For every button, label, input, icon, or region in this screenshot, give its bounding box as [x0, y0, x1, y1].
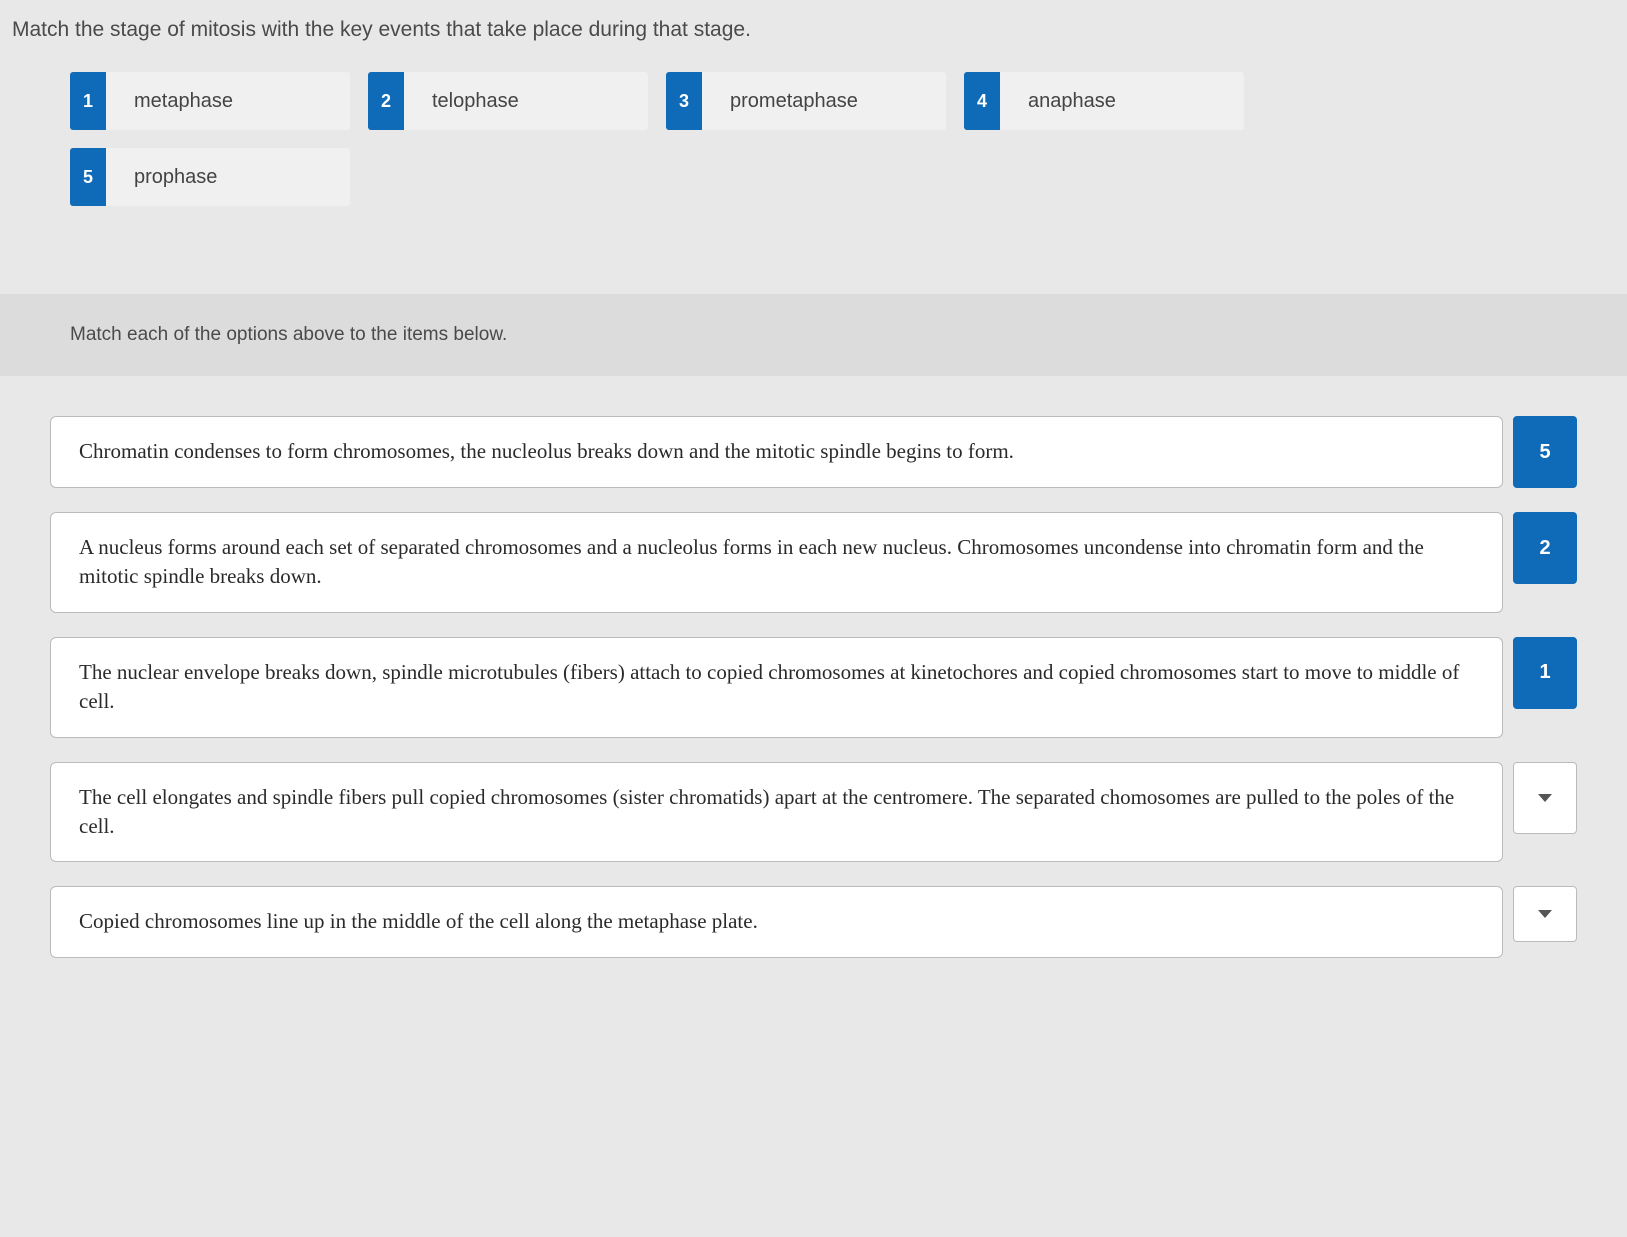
option-label: anaphase	[1000, 72, 1244, 130]
answer-slot[interactable]: 5	[1513, 416, 1577, 488]
answer-text: A nucleus forms around each set of separ…	[50, 512, 1503, 613]
option-number: 3	[666, 72, 702, 130]
answer-text: The nuclear envelope breaks down, spindl…	[50, 637, 1503, 738]
answer-text: Copied chromosomes line up in the middle…	[50, 886, 1503, 957]
answer-slot-dropdown[interactable]	[1513, 886, 1577, 942]
answer-slot[interactable]: 1	[1513, 637, 1577, 709]
option-number: 5	[70, 148, 106, 206]
option-label: prophase	[106, 148, 350, 206]
option-prophase[interactable]: 5 prophase	[70, 148, 350, 206]
answers-section: Chromatin condenses to form chromosomes,…	[0, 376, 1627, 978]
answer-row-5: Copied chromosomes line up in the middle…	[50, 886, 1577, 957]
chevron-down-icon	[1538, 794, 1552, 802]
answer-row-2: A nucleus forms around each set of separ…	[50, 512, 1577, 613]
option-number: 1	[70, 72, 106, 130]
answer-row-3: The nuclear envelope breaks down, spindl…	[50, 637, 1577, 738]
answer-text: The cell elongates and spindle fibers pu…	[50, 762, 1503, 863]
answer-text: Chromatin condenses to form chromosomes,…	[50, 416, 1503, 488]
option-label: prometaphase	[702, 72, 946, 130]
question-prompt: Match the stage of mitosis with the key …	[0, 0, 1627, 72]
answer-row-1: Chromatin condenses to form chromosomes,…	[50, 416, 1577, 488]
option-anaphase[interactable]: 4 anaphase	[964, 72, 1244, 130]
instruction-bar: Match each of the options above to the i…	[0, 294, 1627, 376]
option-prometaphase[interactable]: 3 prometaphase	[666, 72, 946, 130]
option-number: 4	[964, 72, 1000, 130]
options-row-1: 1 metaphase 2 telophase 3 prometaphase 4…	[70, 72, 1577, 130]
option-metaphase[interactable]: 1 metaphase	[70, 72, 350, 130]
option-label: telophase	[404, 72, 648, 130]
option-label: metaphase	[106, 72, 350, 130]
option-telophase[interactable]: 2 telophase	[368, 72, 648, 130]
options-row-2: 5 prophase	[70, 148, 1577, 206]
answer-slot[interactable]: 2	[1513, 512, 1577, 584]
answer-slot-dropdown[interactable]	[1513, 762, 1577, 834]
chevron-down-icon	[1538, 910, 1552, 918]
answer-row-4: The cell elongates and spindle fibers pu…	[50, 762, 1577, 863]
options-section: 1 metaphase 2 telophase 3 prometaphase 4…	[0, 72, 1627, 254]
option-number: 2	[368, 72, 404, 130]
